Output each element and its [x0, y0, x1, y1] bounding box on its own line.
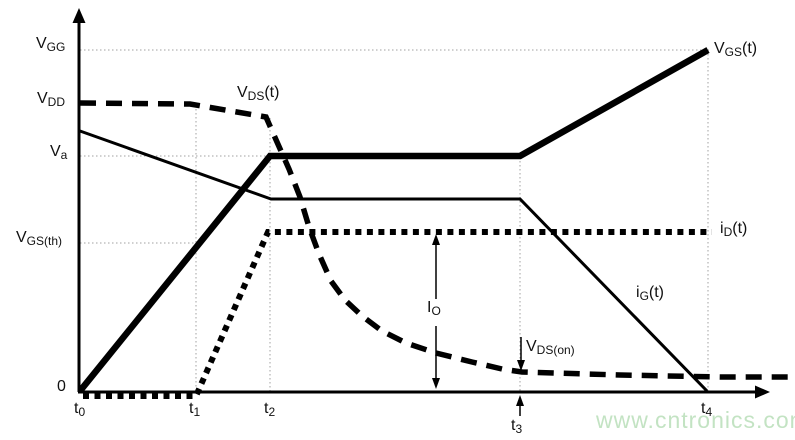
- x-label-t4: t4: [701, 400, 713, 419]
- curve-label-ig: iG(t): [636, 284, 665, 303]
- label-sub: DS(on): [536, 343, 575, 357]
- label-base: V: [526, 338, 537, 355]
- label-suffix: (t): [648, 284, 665, 301]
- watermark: www.cntronics.com: [596, 407, 795, 433]
- y-label-vgg: VGG: [36, 35, 66, 54]
- x-label-t1: t1: [189, 400, 201, 419]
- label-base: i: [720, 220, 724, 237]
- label-sub: DD: [47, 95, 66, 109]
- label-sub: DS: [247, 89, 265, 103]
- label-base: t: [74, 400, 79, 417]
- y-label-va: Va: [50, 143, 68, 162]
- label-base: t: [264, 400, 269, 417]
- label-sub: 0: [78, 405, 86, 419]
- x-label-t0: t0: [74, 400, 86, 419]
- label-sub: O: [431, 304, 441, 318]
- label-base: t: [189, 400, 194, 417]
- label-base: V: [37, 90, 48, 107]
- curve-label-id: iD(t): [720, 220, 748, 239]
- origin-label-zero: 0: [57, 379, 66, 395]
- label-base: 0: [57, 378, 66, 395]
- y-label-vdd: VDD: [37, 90, 66, 109]
- label-sub: 1: [193, 405, 201, 419]
- label-base: V: [237, 84, 248, 101]
- annotation-label-vdson: VDS(on): [526, 338, 575, 357]
- label-base: V: [50, 143, 61, 160]
- label-base: V: [714, 40, 725, 57]
- label-sub: GS(th): [26, 234, 63, 248]
- label-sub: 3: [515, 422, 523, 436]
- label-sub: a: [60, 148, 68, 162]
- label-suffix: (t): [742, 40, 758, 57]
- label-sub: GS: [724, 45, 743, 59]
- annotation-label-io: IO: [427, 299, 441, 318]
- label-sub: 4: [705, 405, 713, 419]
- label-base: V: [16, 229, 27, 246]
- label-sub: GG: [46, 40, 66, 54]
- y-label-vgsth: VGS(th): [16, 229, 63, 248]
- label-suffix: (t): [264, 84, 280, 101]
- label-sub: D: [723, 225, 733, 239]
- label-sub: G: [639, 289, 649, 303]
- label-sub: 2: [268, 405, 276, 419]
- curve-label-vgs: VGS(t): [714, 40, 758, 59]
- label-base: t: [511, 417, 516, 434]
- label-suffix: (t): [732, 220, 748, 237]
- x-label-t3: t3: [511, 417, 523, 436]
- label-base: t: [701, 400, 706, 417]
- label-base: i: [636, 284, 640, 301]
- curve-label-vds: VDS(t): [237, 84, 280, 103]
- label-base: V: [36, 35, 47, 52]
- x-label-t2: t2: [264, 400, 276, 419]
- label-base: I: [427, 299, 432, 316]
